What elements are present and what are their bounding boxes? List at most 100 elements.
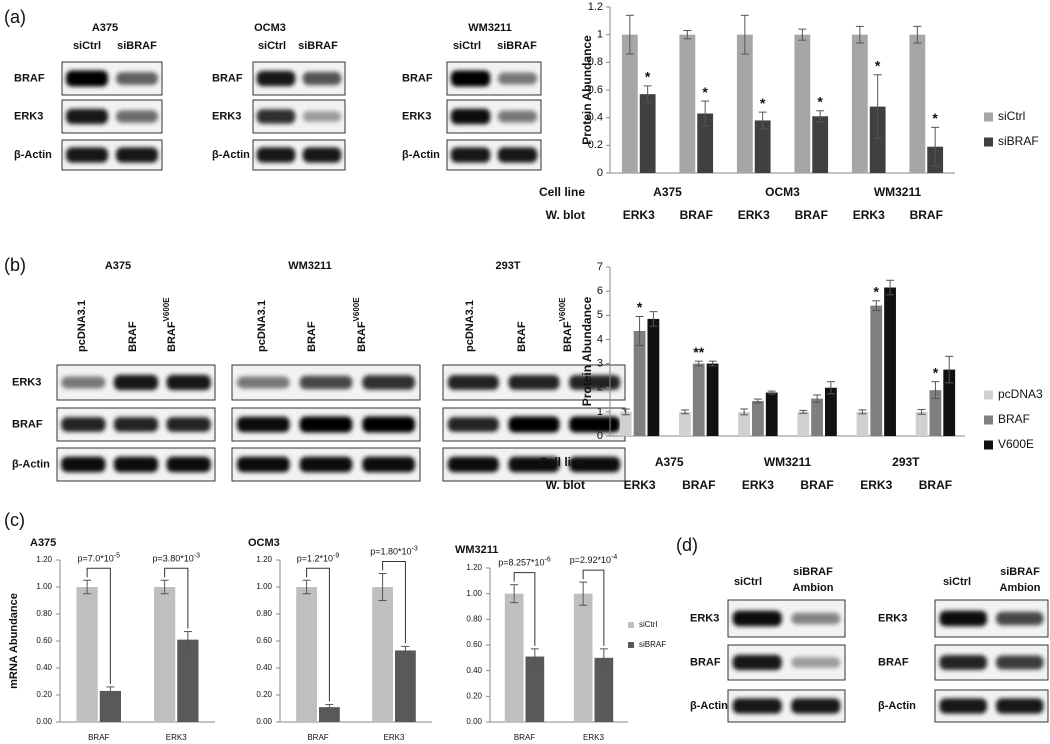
bar — [573, 593, 593, 722]
p-value: p=3.80*10-3 — [152, 552, 200, 564]
p-value-text: p=3.80*10 — [152, 554, 193, 564]
lane-label: pcDNA3.1 — [464, 300, 476, 352]
row-label: BRAF — [14, 72, 45, 84]
bar — [619, 411, 632, 436]
y-tick-label: 0.40 — [256, 663, 272, 672]
y-tick-label: 0.6 — [588, 84, 603, 96]
y-tick-label: 1.20 — [256, 555, 272, 564]
group-label: A375 — [653, 185, 682, 199]
chart-title: WM3211 — [455, 544, 498, 556]
blot-band — [447, 375, 499, 390]
y-tick-label: 0.2 — [588, 139, 603, 151]
y-tick-label: 1 — [597, 406, 603, 418]
p-value-bracket — [582, 569, 605, 646]
legend-label: siCtrl — [639, 620, 657, 629]
bar — [296, 587, 317, 722]
bar — [752, 400, 764, 436]
blot-band — [450, 108, 491, 125]
panel-label: (b) — [4, 255, 26, 275]
lane-label: Ambion — [793, 582, 834, 594]
bar — [395, 650, 416, 722]
blot-band — [302, 111, 342, 122]
bar — [76, 587, 98, 722]
blot-band — [939, 655, 987, 670]
label-text: BRAF — [562, 321, 574, 352]
blot-band — [237, 416, 290, 433]
significance-mark: * — [817, 93, 823, 109]
y-axis-label: mRNA Abundance — [8, 593, 20, 689]
p-value-text: p=8.257*10 — [498, 558, 544, 568]
blot-band — [569, 375, 621, 390]
p-value-bracket — [306, 567, 330, 702]
bar — [797, 411, 810, 436]
blot-title: A375 — [92, 22, 118, 34]
blot-band — [569, 416, 621, 433]
y-axis-label: Protein Abundance — [580, 35, 594, 145]
legend-label: V600E — [998, 437, 1034, 451]
bar — [856, 411, 869, 436]
blot-title: WM3211 — [288, 260, 331, 272]
bar — [812, 116, 829, 173]
y-tick-label: 0.80 — [256, 609, 272, 618]
p-value-exponent: -3 — [412, 545, 418, 552]
blot-band — [732, 610, 782, 627]
x-tick-label: BRAF — [88, 733, 109, 742]
y-tick-label: 0.80 — [36, 609, 52, 618]
y-tick-label: 1.00 — [36, 582, 52, 591]
bar — [824, 387, 837, 436]
y-tick-label: 0.20 — [36, 690, 52, 699]
blot-band — [66, 108, 108, 125]
label-superscript: V600E — [162, 297, 171, 322]
significance-mark: * — [760, 95, 766, 111]
bar — [647, 318, 660, 436]
p-value: p=1.2*10-9 — [297, 552, 340, 564]
y-tick-label: 1.00 — [256, 582, 272, 591]
blot-band — [508, 375, 560, 390]
blot-band — [447, 456, 499, 473]
label-superscript: V600E — [558, 297, 567, 322]
y-tick-label: 1.00 — [466, 589, 482, 598]
row-label: BRAF — [212, 72, 243, 84]
lane-label: siBRAF — [497, 40, 537, 52]
blot-band — [791, 612, 841, 625]
bar — [943, 369, 956, 436]
bar — [525, 656, 545, 722]
row-label: β-Actin — [212, 149, 250, 161]
blot-band — [996, 611, 1044, 626]
y-tick-label: 0.00 — [36, 717, 52, 726]
blot-band — [166, 456, 211, 473]
blot-band — [116, 147, 158, 163]
lane-label: BRAFV600E — [558, 297, 574, 352]
group-label: WM3211 — [874, 185, 922, 199]
row-label: Cell line — [539, 455, 585, 469]
bar — [372, 587, 393, 722]
y-tick-label: 0.20 — [256, 690, 272, 699]
row-label: BRAF — [878, 656, 909, 668]
y-tick-label: 0.80 — [466, 614, 482, 623]
legend-swatch — [984, 137, 993, 147]
lane-label: BRAF — [516, 321, 528, 352]
blot-band — [450, 70, 491, 87]
blot-band — [996, 698, 1044, 714]
blot-band — [237, 456, 290, 473]
lane-label: Ambion — [1000, 582, 1041, 594]
y-tick-label: 0.8 — [588, 56, 603, 68]
row-label: ERK3 — [14, 110, 43, 122]
blot-band — [362, 375, 415, 390]
significance-mark: * — [932, 110, 938, 126]
lane-label: BRAFV600E — [352, 297, 368, 352]
blot-band — [237, 376, 290, 389]
panel-label: (d) — [676, 535, 698, 555]
blot-band — [66, 70, 108, 87]
x-tick-label: ERK3 — [166, 733, 187, 742]
significance-mark: * — [702, 84, 708, 100]
row-label: ERK3 — [402, 110, 431, 122]
p-value: p=1.80*10-3 — [370, 545, 418, 557]
label-superscript: V600E — [352, 297, 361, 322]
lane-label: BRAFV600E — [162, 297, 178, 352]
group-label: OCM3 — [765, 185, 800, 199]
lane-label: siCtrl — [73, 40, 101, 52]
row-label: W. blot — [546, 208, 585, 222]
y-tick-label: 1.20 — [466, 563, 482, 572]
